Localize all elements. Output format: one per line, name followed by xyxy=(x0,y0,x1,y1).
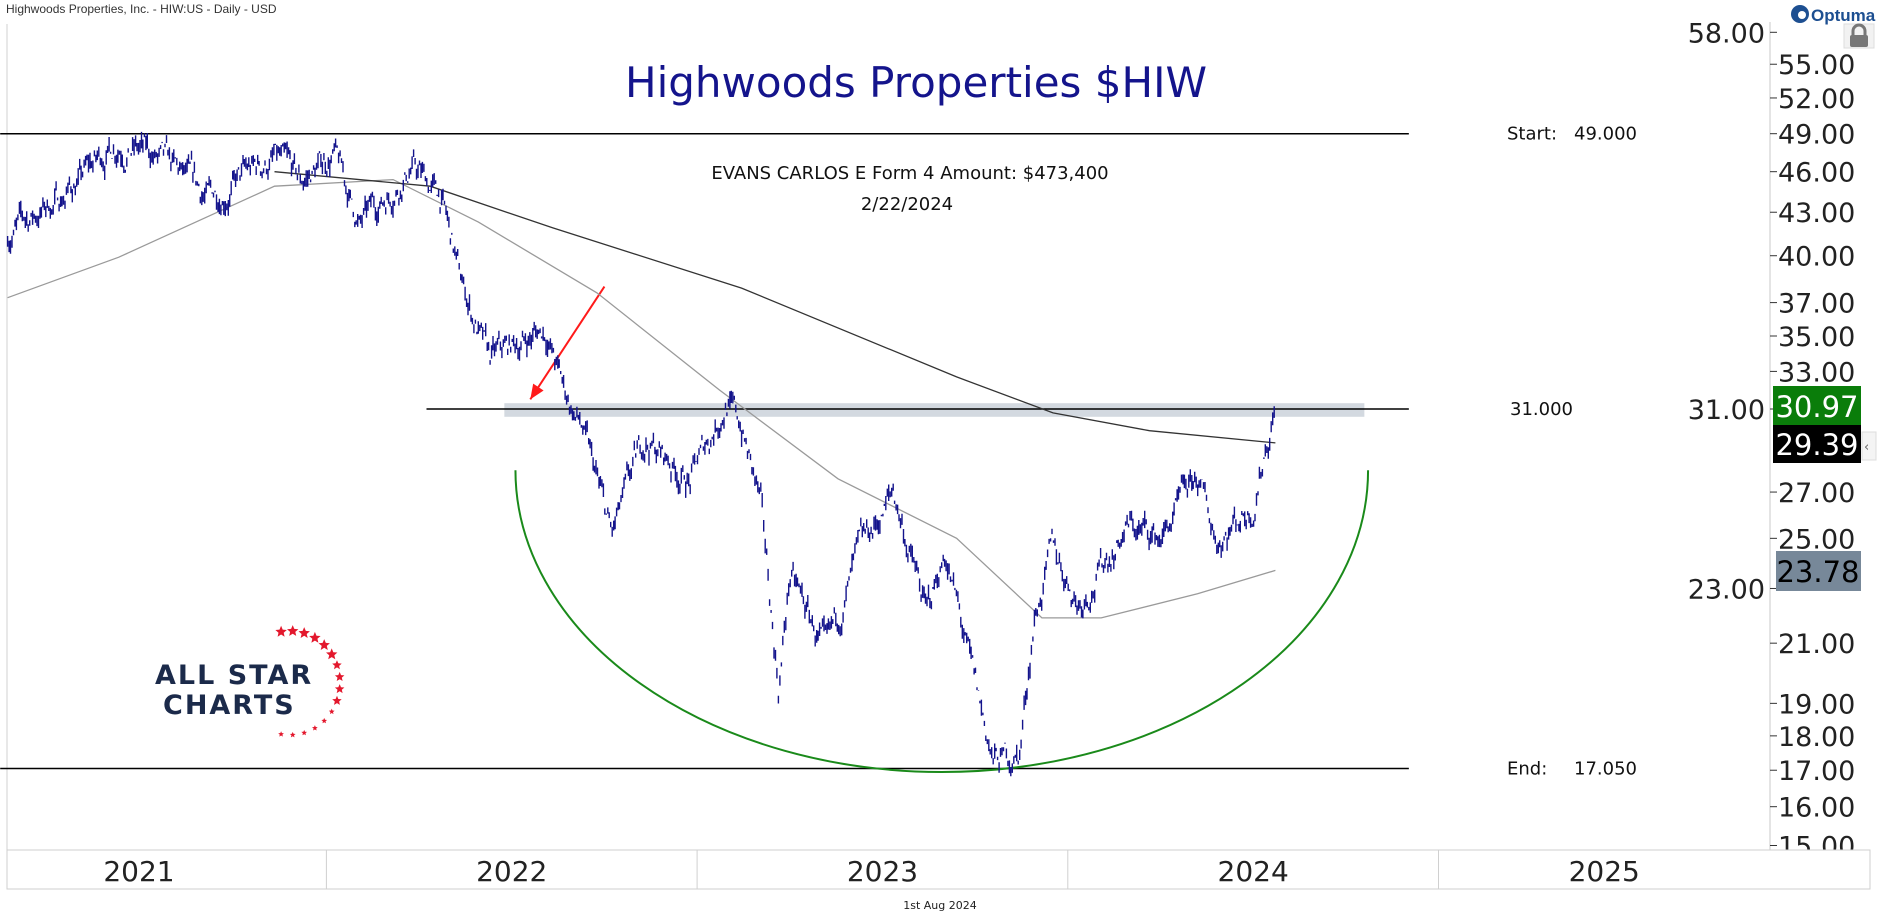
x-axis[interactable]: 2021 2022 2023 2024 2025 xyxy=(6,849,1871,890)
hline-end-label: 17.050 xyxy=(1574,758,1637,779)
y-tick-label: 35.00 xyxy=(1778,322,1855,353)
y-tick-label: 58.00 xyxy=(1688,18,1765,49)
hline-start-prefix: Start: xyxy=(1507,124,1557,145)
x-tick-label: 2022 xyxy=(476,855,547,888)
y-tick-label: 52.00 xyxy=(1778,84,1855,115)
scroll-left-button[interactable]: ‹ xyxy=(1861,431,1877,461)
optuma-logo: Optuma xyxy=(1791,5,1876,25)
resistance-band xyxy=(504,403,1365,417)
star-icon xyxy=(334,684,345,694)
svg-text:30.97: 30.97 xyxy=(1775,390,1858,424)
arrow-head-icon xyxy=(530,383,544,400)
star-icon xyxy=(298,627,310,638)
y-tick-label: 55.00 xyxy=(1778,50,1855,81)
star-icon xyxy=(278,731,284,737)
rounding-bottom-arc[interactable] xyxy=(514,470,1370,774)
y-tick-label: 37.00 xyxy=(1778,289,1855,320)
y-tick-label: 46.00 xyxy=(1778,158,1855,189)
ma-short-line[interactable] xyxy=(7,178,1276,619)
star-icon xyxy=(332,660,342,670)
star-icon xyxy=(332,695,342,705)
hline-resistance-label: 31.000 xyxy=(1510,399,1573,420)
y-tick-label: 19.00 xyxy=(1778,689,1855,720)
star-icon xyxy=(318,639,330,650)
y-tick-label: 49.00 xyxy=(1778,120,1855,151)
annotation-line1: EVANS CARLOS E Form 4 Amount: $473,400 xyxy=(711,163,1108,184)
y-tick-label: 21.00 xyxy=(1778,629,1855,660)
star-icon xyxy=(309,631,321,643)
optuma-brand: Optuma xyxy=(1811,6,1876,25)
star-icon xyxy=(334,671,345,681)
y-tick-label: 18.00 xyxy=(1778,722,1855,753)
star-icon xyxy=(312,725,318,731)
price-bars[interactable] xyxy=(6,131,1275,777)
svg-text:ALL STAR: ALL STAR xyxy=(155,660,313,691)
svg-text:‹: ‹ xyxy=(1864,440,1869,455)
star-icon xyxy=(301,729,307,736)
y-tick-label: 17.00 xyxy=(1778,756,1855,787)
annotation-arrow[interactable] xyxy=(529,286,606,400)
x-tick-label: 2025 xyxy=(1569,855,1640,888)
svg-text:23.78: 23.78 xyxy=(1776,555,1859,589)
ma-long-label: 29.39 xyxy=(1773,425,1861,463)
star-icon xyxy=(321,717,328,724)
y-tick-label: 31.00 xyxy=(1688,395,1765,426)
star-icon xyxy=(289,731,296,738)
hline-start-label: 49.000 xyxy=(1574,124,1637,145)
star-icon xyxy=(275,625,287,637)
y-tick-label: 43.00 xyxy=(1778,198,1855,229)
y-tick-label: 25.00 xyxy=(1778,524,1855,555)
x-tick-label: 2023 xyxy=(847,855,918,888)
annotation-line2: 2/22/2024 xyxy=(861,194,953,215)
ma-short-label: 23.78 xyxy=(1776,551,1861,591)
chart-title: Highwoods Properties $HIW xyxy=(625,58,1207,107)
star-icon xyxy=(328,708,335,715)
svg-text:CHARTS: CHARTS xyxy=(163,690,296,721)
y-tick-label: 40.00 xyxy=(1778,242,1855,273)
y-tick-label: 16.00 xyxy=(1778,793,1855,824)
svg-text:29.39: 29.39 xyxy=(1775,428,1858,462)
lock-icon[interactable] xyxy=(1843,23,1875,49)
ma-long-line[interactable] xyxy=(274,171,1276,444)
footer-date: 1st Aug 2024 xyxy=(903,899,977,912)
y-tick-label: 27.00 xyxy=(1778,478,1855,509)
x-tick-label: 2021 xyxy=(103,855,174,888)
star-icon xyxy=(326,648,338,660)
all-star-charts-logo: ALL STAR CHARTS xyxy=(155,625,345,738)
hline-end-prefix: End: xyxy=(1507,758,1547,779)
star-icon xyxy=(287,625,299,636)
instrument-header: Highwoods Properties, Inc. - HIW:US - Da… xyxy=(6,2,277,16)
last-price-label: 30.97 xyxy=(1773,386,1861,425)
y-tick-label: 23.00 xyxy=(1688,574,1765,605)
y-tick-label: 33.00 xyxy=(1778,357,1855,388)
stars-icon xyxy=(275,625,345,738)
x-tick-label: 2024 xyxy=(1218,855,1289,888)
